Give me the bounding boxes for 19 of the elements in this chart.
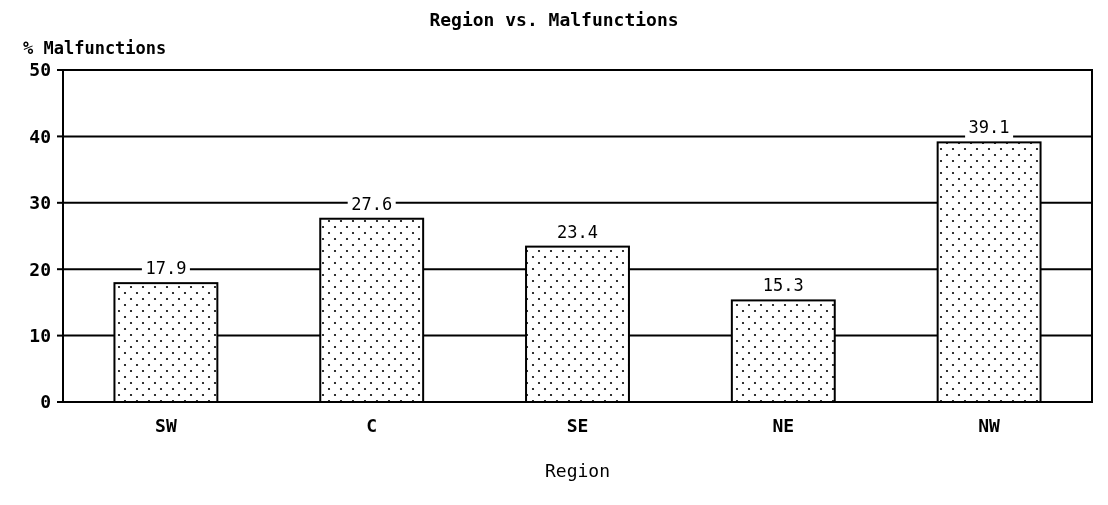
data-label: 39.1 — [968, 117, 1010, 138]
y-axis-title: % Malfunctions — [23, 38, 167, 58]
y-tick-label: 20 — [29, 258, 51, 280]
y-tick-label: 0 — [40, 391, 51, 413]
chart-title: Region vs. Malfunctions — [429, 9, 679, 30]
data-label: 23.4 — [557, 221, 598, 242]
y-tick-label: 30 — [29, 192, 51, 214]
x-tick-label: C — [366, 415, 378, 436]
data-label: 27.6 — [351, 193, 393, 214]
y-tick-label: 10 — [29, 324, 51, 346]
data-label: 17.9 — [145, 258, 187, 279]
x-tick-label: SE — [566, 415, 589, 436]
x-axis-title: Region — [544, 460, 611, 481]
y-tick-label: 50 — [29, 59, 51, 81]
y-tick-label: 40 — [29, 125, 51, 147]
x-tick-label: SW — [155, 415, 177, 436]
data-label: 15.3 — [762, 275, 804, 296]
x-tick-label: NW — [978, 415, 1001, 436]
x-tick-label: NE — [772, 415, 795, 436]
